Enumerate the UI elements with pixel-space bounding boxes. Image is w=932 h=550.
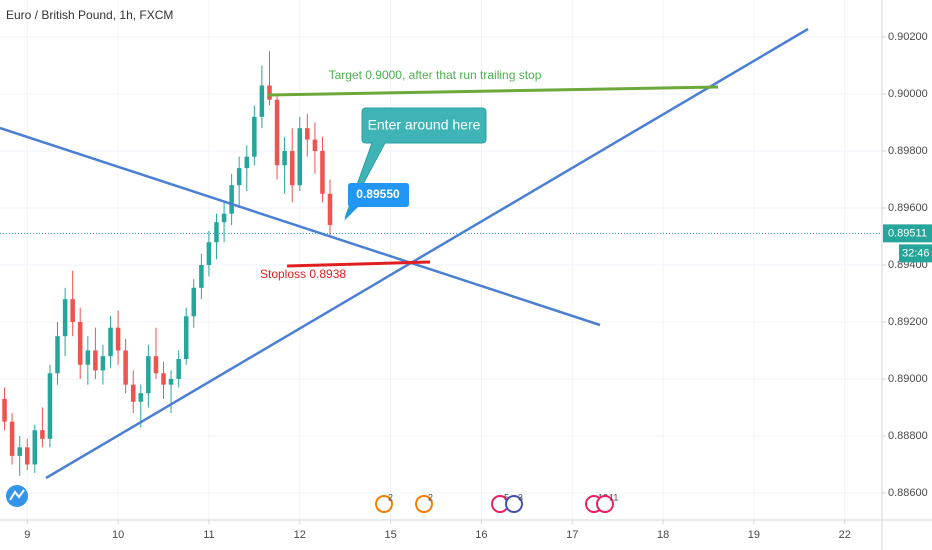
candle-body (2, 398, 7, 422)
x-tick-label: 22 (839, 529, 851, 541)
candle-body (115, 327, 121, 351)
event-marker (415, 495, 433, 513)
x-tick-label: 11 (203, 529, 214, 541)
candle-body (32, 430, 38, 465)
candle-body (221, 213, 227, 223)
candle-body (153, 356, 159, 374)
event-marker (505, 495, 523, 513)
candle-body (274, 99, 280, 166)
candle-body (24, 447, 30, 465)
event-count: 3 (518, 492, 523, 502)
candle-body (138, 393, 144, 402)
candle-body (47, 373, 53, 439)
target-line (267, 85, 719, 97)
price-label-text: 0.89550 (356, 187, 400, 201)
event-count: 5 (504, 492, 509, 502)
candle-body (85, 350, 91, 365)
logo-icon (9, 489, 25, 501)
candle-body (267, 85, 272, 100)
stoploss-line (286, 260, 431, 268)
candle-body (62, 299, 68, 337)
candle-body (289, 151, 295, 186)
candle-body (214, 222, 219, 243)
callout-text: Enter around here (368, 117, 481, 133)
candle-body (17, 447, 22, 456)
y-tick-label: 0.89800 (888, 145, 928, 157)
y-tick-label: 0.89600 (888, 202, 928, 214)
candle-body (70, 299, 75, 322)
price-label (344, 183, 409, 221)
x-tick-label: 17 (566, 529, 578, 541)
candle-body (206, 242, 212, 265)
candle-body (55, 336, 60, 374)
x-tick-label: 12 (294, 529, 306, 541)
candle-body (108, 327, 113, 357)
event-marker (596, 495, 614, 513)
x-tick-label: 16 (475, 529, 487, 541)
candle-body (77, 321, 83, 365)
candle-body (297, 128, 303, 186)
candle-body (146, 356, 151, 394)
candle-body (236, 168, 242, 186)
event-marker (375, 495, 393, 513)
candle-body (123, 350, 128, 385)
y-tick-label: 0.89000 (888, 373, 928, 385)
last-price-box (883, 224, 932, 243)
candle-body (312, 139, 318, 152)
candle-body (130, 384, 136, 402)
grid (0, 0, 882, 520)
candle-body (161, 373, 166, 385)
candle-body (191, 287, 197, 317)
last-price-label: 0.89511 (888, 227, 927, 239)
candle-body (327, 193, 333, 226)
events: 22531811 (375, 492, 618, 513)
event-count: 11 (609, 492, 618, 502)
candle-body (244, 156, 250, 169)
stoploss-text: Stoploss 0.8938 (260, 267, 346, 281)
x-tick-label: 9 (24, 529, 30, 541)
y-tick-label: 0.88800 (888, 430, 928, 442)
candle-body (183, 316, 189, 360)
candle-body (199, 264, 204, 288)
candle-body (176, 359, 181, 379)
candle-body (100, 356, 106, 371)
event-count: 2 (388, 492, 393, 502)
candle-body (305, 128, 310, 140)
trend-line (0, 126, 601, 327)
candle-body (229, 185, 234, 214)
y-tick-label: 0.90200 (888, 31, 928, 43)
event-count: 2 (428, 492, 433, 502)
candle-body (40, 430, 45, 439)
callout (344, 107, 487, 219)
x-tick-label: 18 (657, 529, 669, 541)
candle-body (259, 85, 265, 117)
trend-line (45, 27, 809, 480)
countdown-box (899, 244, 932, 263)
candle-body (9, 421, 15, 456)
candles (2, 51, 333, 476)
y-tick-label: 0.88600 (888, 487, 928, 499)
candle-body (168, 378, 174, 385)
candle-body (93, 350, 98, 371)
chart-title: Euro / British Pound, 1h, FXCM (6, 8, 173, 22)
countdown-label: 32:46 (902, 247, 930, 259)
candle-body (282, 151, 287, 166)
y-tick-label: 0.89200 (888, 316, 928, 328)
candle-body (252, 116, 257, 157)
x-tick-label: 10 (112, 529, 124, 541)
target-text: Target 0.9000, after that run trailing s… (329, 68, 542, 82)
y-tick-label: 0.90000 (888, 88, 928, 100)
x-tick-label: 19 (748, 529, 760, 541)
x-tick-label: 15 (384, 529, 396, 541)
candle-body (320, 151, 325, 194)
